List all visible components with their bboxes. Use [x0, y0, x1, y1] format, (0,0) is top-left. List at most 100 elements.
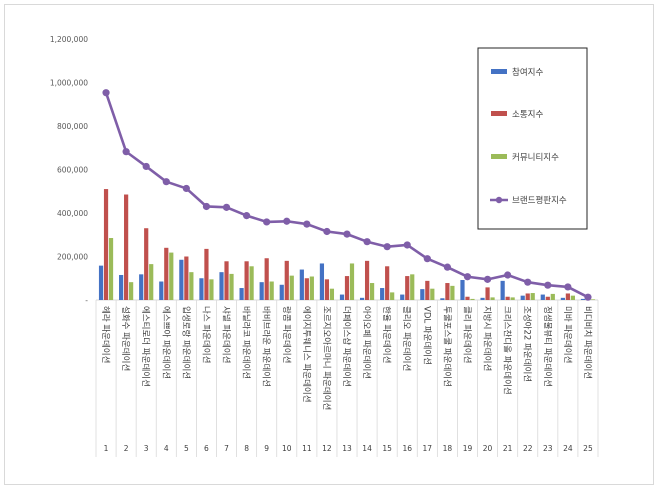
x-index-label: 17 [423, 444, 433, 453]
x-index-label: 19 [463, 444, 473, 453]
line-point-15 [383, 243, 391, 251]
x-tick-label: 투쿨포스쿨 파운데이션 [441, 306, 452, 387]
bar-참여지수-19 [460, 279, 465, 300]
bar-커뮤니티지수-14 [369, 283, 375, 300]
x-index-label: 13 [342, 444, 352, 453]
bar-참여지수-21 [500, 280, 505, 300]
x-index-label: 14 [362, 444, 372, 453]
line-point-7 [222, 203, 231, 211]
bar-참여지수-17 [420, 289, 425, 300]
x-tick-label: 미바 파운데이션 [562, 306, 573, 363]
x-tick-labels: 헤라 파운데이션 1 설화수 파운데이션 2 에스티로더 파운데이션 3 에스쁘아 파운데이… [100, 306, 593, 453]
bar-참여지수-20 [480, 297, 485, 300]
y-tick-label: 400,000 [57, 209, 88, 218]
bar-소통지수-12 [324, 279, 330, 300]
bar-소통지수-14 [364, 260, 370, 300]
bar-소통지수-22 [525, 293, 530, 300]
bar-참여지수-16 [400, 294, 405, 300]
x-tick-label: 에스티로더 파운데이션 [140, 306, 151, 387]
bar-커뮤니티지수-25 [590, 299, 596, 300]
legend-label: 참여지수 [512, 67, 543, 78]
legend-swatch [491, 154, 507, 159]
bar-소통지수-21 [505, 296, 510, 300]
x-index-label: 20 [483, 444, 493, 453]
x-index-label: 3 [144, 444, 149, 453]
line-point-10 [283, 217, 291, 225]
bar-참여지수-11 [299, 269, 304, 300]
legend-marker [495, 196, 503, 204]
x-index-label: 21 [503, 444, 513, 453]
y-tick-label: - [85, 296, 88, 305]
bar-소통지수-4 [164, 247, 169, 300]
bar-커뮤니티지수-22 [530, 293, 535, 300]
bar-소통지수-10 [284, 260, 289, 300]
x-index-label: 16 [402, 444, 412, 453]
x-tick-label: 나스 파운데이션 [200, 306, 211, 363]
bar-소통지수-1 [103, 189, 109, 300]
line-point-11 [303, 220, 311, 228]
line-point-2 [122, 148, 130, 156]
bar-커뮤니티지수-5 [189, 272, 194, 300]
line-point-12 [323, 227, 331, 236]
x-tick-label: 샤넬 파운데이션 [221, 306, 232, 363]
line-point-8 [243, 212, 251, 220]
x-index-label: 1 [104, 444, 109, 453]
line-point-22 [524, 278, 532, 286]
bar-소통지수-6 [204, 248, 209, 300]
bar-소통지수-8 [244, 261, 249, 300]
line-point-14 [363, 238, 371, 246]
bar-참여지수-4 [159, 281, 164, 300]
bar-참여지수-15 [380, 288, 385, 300]
line-point-19 [463, 273, 472, 281]
bar-커뮤니티지수-6 [209, 279, 214, 300]
bar-커뮤니티지수-15 [390, 292, 395, 300]
x-index-label: 10 [282, 444, 292, 453]
x-index-label: 7 [224, 444, 229, 453]
bar-커뮤니티지수-11 [309, 276, 314, 300]
x-index-label: 15 [382, 444, 392, 453]
x-tick-label: 랑콤 파운데이션 [281, 306, 292, 363]
line-point-24 [564, 283, 572, 291]
bar-참여지수-6 [199, 278, 204, 300]
line-point-17 [423, 255, 431, 263]
bar-소통지수-17 [425, 280, 430, 300]
bar-참여지수-10 [279, 284, 284, 300]
x-index-label: 2 [124, 444, 129, 453]
x-tick-label: 입생로랑 파운데이션 [180, 306, 191, 379]
bar-커뮤니티지수-23 [550, 293, 555, 300]
x-tick-label: 클리오 파운데이션 [401, 306, 412, 371]
x-index-label: 22 [523, 444, 533, 453]
bar-소통지수-23 [545, 296, 550, 300]
x-tick-label: 한율 파운데이션 [381, 306, 392, 363]
bar-소통지수-5 [184, 256, 189, 300]
bars [98, 189, 596, 300]
y-tick-label: 1,000,000 [50, 79, 88, 88]
x-index-label: 8 [244, 444, 249, 453]
x-index-label: 23 [543, 444, 553, 453]
bar-소통지수-15 [385, 266, 390, 300]
bar-소통지수-20 [485, 287, 490, 300]
legend-swatch [491, 111, 507, 116]
bar-커뮤니티지수-10 [289, 275, 294, 300]
x-tick-label: 지방시 파운데이션 [482, 306, 493, 371]
bar-참여지수-23 [540, 294, 545, 300]
x-index-label: 18 [443, 444, 453, 453]
bar-커뮤니티지수-7 [229, 273, 234, 300]
line-point-1 [102, 89, 110, 97]
x-tick-label: 조성아22 파운데이션 [522, 306, 533, 382]
x-index-label: 5 [184, 444, 189, 453]
line-point-21 [504, 271, 512, 279]
line-point-3 [142, 162, 150, 171]
x-tick-label: VDL 파운데이션 [421, 306, 432, 365]
bar-커뮤니티지수-3 [149, 264, 154, 300]
line-point-18 [443, 263, 451, 271]
x-tick-label: 아이오페 파운데이션 [361, 306, 372, 379]
y-tick-label: 1,200,000 [50, 35, 88, 44]
bar-참여지수-24 [560, 297, 565, 300]
bar-참여지수-5 [179, 259, 184, 300]
x-index-label: 11 [302, 444, 312, 453]
x-tick-label: 헤라 파운데이션 [100, 306, 111, 363]
bar-소통지수-19 [465, 296, 470, 300]
